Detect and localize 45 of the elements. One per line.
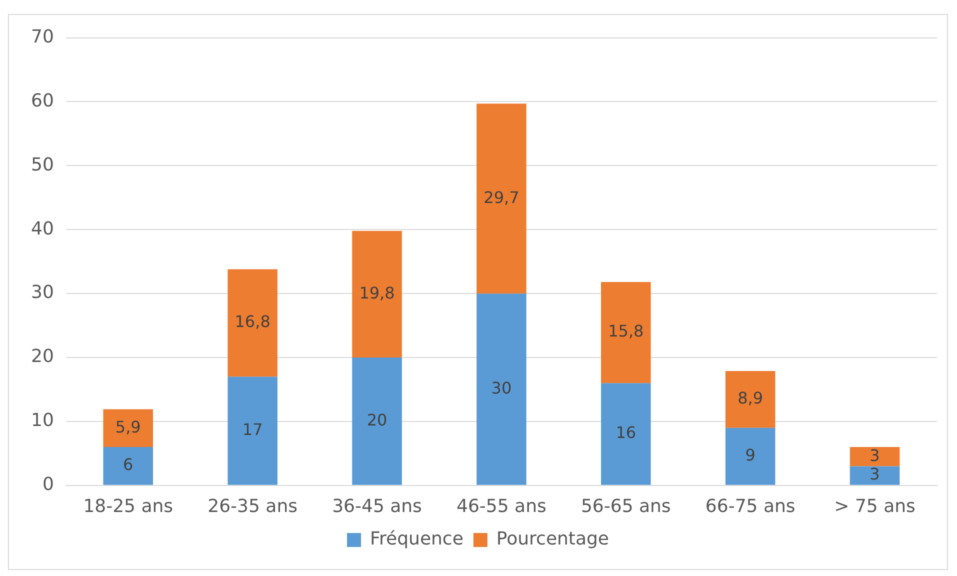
bar	[476, 294, 526, 485]
x-tick-label: 46-55 ans	[456, 496, 546, 517]
x-tick-label: 26-35 ans	[208, 496, 298, 517]
data-label: 15,8	[608, 322, 644, 341]
y-tick-label: 0	[42, 474, 54, 496]
bar	[850, 447, 900, 466]
data-label: 16	[616, 423, 636, 442]
bar	[352, 230, 402, 358]
bar	[725, 370, 776, 428]
bar	[476, 104, 526, 294]
y-tick-label: 20	[31, 346, 54, 368]
y-tick-label: 50	[31, 154, 54, 176]
data-label: 19,8	[359, 283, 395, 302]
legend-label: Fréquence	[370, 528, 464, 550]
bar	[228, 269, 278, 377]
data-label: 3	[870, 464, 880, 484]
bar	[228, 376, 278, 485]
data-label: 9	[745, 446, 756, 465]
y-tick-label: 10	[31, 410, 54, 432]
bar	[725, 428, 776, 485]
bar	[601, 282, 651, 384]
data-label: 17	[242, 420, 263, 439]
bar	[103, 447, 154, 485]
data-label: 29,7	[484, 188, 520, 207]
y-tick-label: 40	[31, 218, 54, 240]
data-label: 3	[870, 446, 880, 465]
data-label: 5,9	[115, 417, 141, 436]
data-label: 6	[123, 455, 134, 474]
x-tick-label: 18-25 ans	[83, 496, 174, 517]
bar	[601, 383, 651, 485]
data-label: 20	[366, 410, 388, 430]
x-tick-label: 56-65 ans	[580, 496, 671, 517]
y-tick-label: 70	[31, 26, 54, 48]
bar	[850, 466, 900, 485]
bar	[103, 409, 154, 448]
x-tick-label: 36-45 ans	[332, 496, 422, 517]
bar	[352, 358, 402, 485]
data-label: 30	[491, 378, 512, 398]
y-tick-label: 60	[31, 90, 54, 112]
data-label: 16,8	[234, 312, 270, 332]
y-tick-label: 30	[31, 282, 54, 304]
legend-label: Pourcentage	[496, 528, 610, 550]
x-tick-label: > 75 ans	[834, 496, 916, 517]
x-tick-label: 66-75 ans	[705, 496, 796, 517]
data-label: 8,9	[738, 388, 764, 408]
